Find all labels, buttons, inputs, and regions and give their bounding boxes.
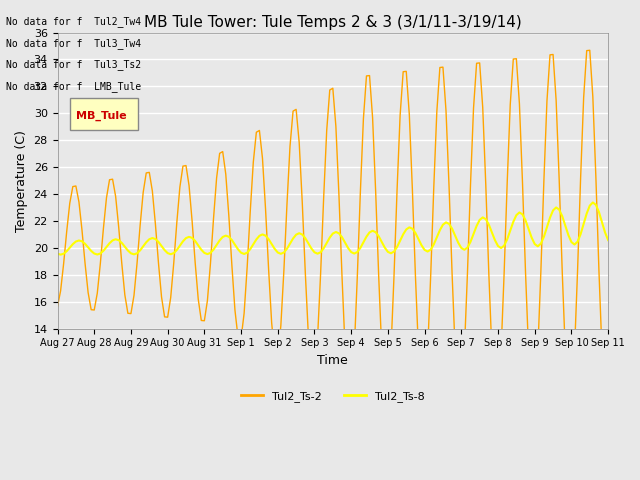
- Y-axis label: Temperature (C): Temperature (C): [15, 130, 28, 231]
- Tul2_Ts-2: [317, 271, 324, 277]
- Tul2_Ts-8: [57, 252, 65, 257]
- Legend: Tul2_Ts-2, Tul2_Ts-8: Tul2_Ts-2, Tul2_Ts-8: [236, 386, 429, 406]
- Tul2_Ts-8: [513, 212, 520, 218]
- Text: MB_Tule: MB_Tule: [76, 111, 126, 121]
- X-axis label: Time: Time: [317, 354, 348, 367]
- Tul2_Ts-2: [54, 303, 61, 309]
- Text: No data for f  Tul3_Tw4: No data for f Tul3_Tw4: [6, 37, 141, 48]
- Tul2_Ts-8: [102, 244, 110, 250]
- Tul2_Ts-8: [320, 245, 328, 251]
- Tul2_Ts-8: [589, 200, 596, 205]
- Text: No data for f  LMB_Tule: No data for f LMB_Tule: [6, 81, 141, 92]
- Tul2_Ts-8: [323, 240, 330, 246]
- Tul2_Ts-2: [604, 396, 612, 402]
- Tul2_Ts-2: [136, 223, 144, 228]
- Line: Tul2_Ts-8: Tul2_Ts-8: [58, 203, 608, 254]
- Tul2_Ts-8: [210, 247, 218, 252]
- Title: MB Tule Tower: Tule Temps 2 & 3 (3/1/11-3/19/14): MB Tule Tower: Tule Temps 2 & 3 (3/1/11-…: [144, 15, 522, 30]
- Line: Tul2_Ts-2: Tul2_Ts-2: [58, 50, 608, 399]
- Tul2_Ts-2: [586, 48, 594, 53]
- Text: No data for f  Tul2_Tw4: No data for f Tul2_Tw4: [6, 16, 141, 27]
- Tul2_Ts-2: [320, 195, 328, 201]
- Tul2_Ts-2: [207, 261, 214, 266]
- Tul2_Ts-8: [140, 243, 147, 249]
- Tul2_Ts-8: [604, 237, 612, 243]
- Text: No data for f  Tul3_Ts2: No data for f Tul3_Ts2: [6, 59, 141, 70]
- Tul2_Ts-2: [100, 226, 108, 231]
- Tul2_Ts-8: [54, 251, 61, 257]
- Tul2_Ts-2: [509, 56, 517, 62]
